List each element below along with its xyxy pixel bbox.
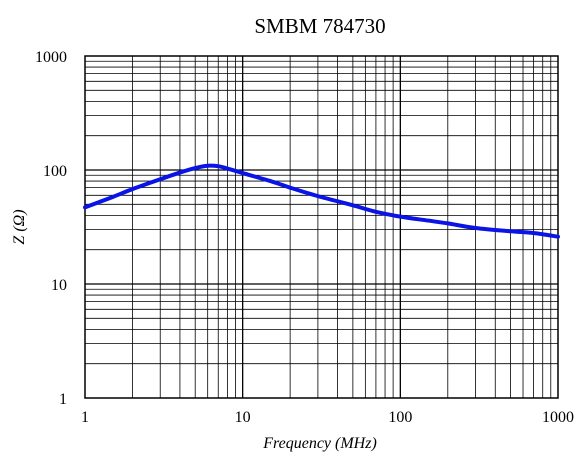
y-tick-labels: 1 10 100 1000 — [35, 49, 67, 408]
chart-title: SMBM 784730 — [254, 14, 385, 38]
grid — [85, 56, 558, 398]
x-tick-label: 10 — [235, 409, 251, 426]
y-tick-label: 100 — [43, 163, 67, 180]
plot-frame — [84, 55, 559, 399]
x-tick-label: 100 — [388, 409, 412, 426]
x-tick-label: 1 — [81, 409, 89, 426]
x-axis-label: Frequency (MHz) — [262, 435, 377, 452]
y-axis-label: Z (Ω) — [11, 209, 28, 244]
y-tick-label: 1 — [59, 391, 67, 408]
y-tick-label: 1000 — [35, 49, 67, 66]
y-tick-label: 10 — [51, 277, 67, 294]
impedance-series-line — [83, 163, 560, 239]
series-group — [83, 163, 560, 239]
x-tick-label: 1000 — [542, 409, 574, 426]
x-tick-labels: 1 10 100 1000 — [81, 409, 574, 426]
